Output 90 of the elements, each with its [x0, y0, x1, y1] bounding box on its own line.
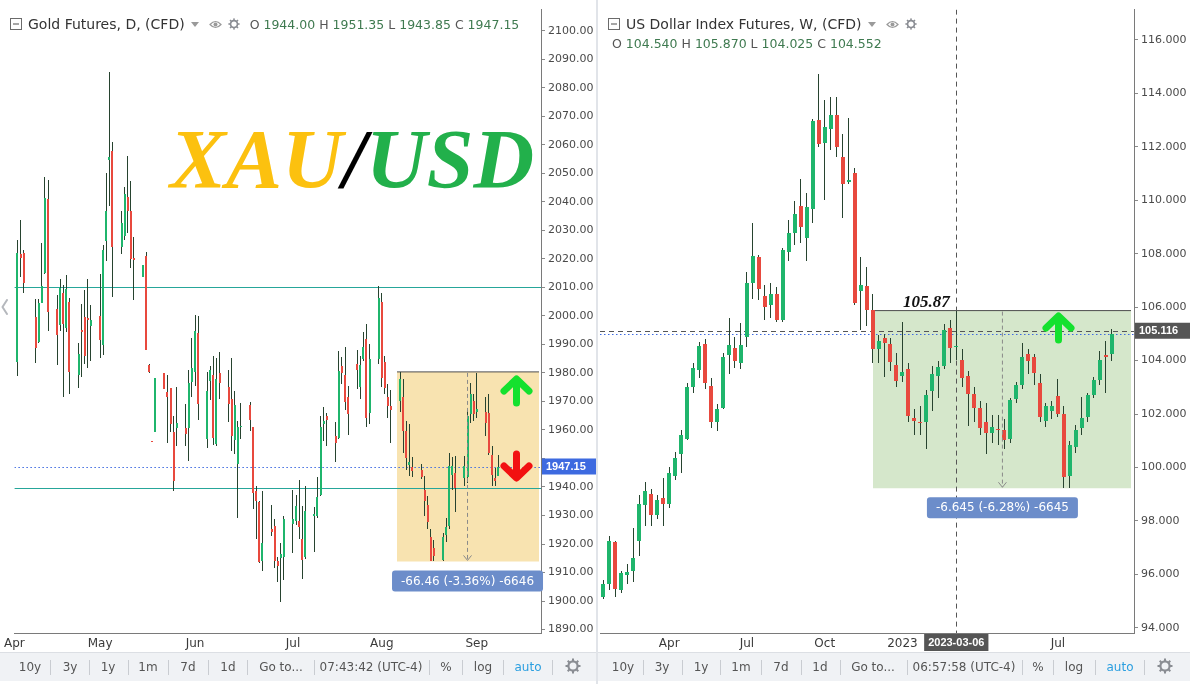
- y-tick-label: 2060.00: [548, 137, 594, 151]
- y-tick-label: 102.000: [1141, 406, 1187, 420]
- text: auto: [1106, 660, 1134, 674]
- y-tick-label: 2100.00: [548, 23, 594, 37]
- y-tick-label: 104.000: [1141, 353, 1187, 367]
- text: 10y: [18, 660, 42, 674]
- ref-line-label: 105.116: [1139, 324, 1179, 337]
- text: 7d: [180, 660, 196, 674]
- y-tick-label: 1920.00: [548, 536, 594, 550]
- y-tick-label: 96.000: [1141, 567, 1180, 581]
- ref-line-label: 1947.15: [546, 460, 586, 473]
- y-tick-label: 2020.00: [548, 251, 594, 265]
- y-tick-label: 112.000: [1141, 139, 1187, 153]
- candlestick: [847, 118, 851, 184]
- y-tick-label: 100.000: [1141, 460, 1187, 474]
- candlestick: [996, 415, 1000, 445]
- text: Go to...: [259, 660, 303, 674]
- x-tick-label: Aug: [370, 636, 394, 651]
- y-tick-label: 2080.00: [548, 80, 594, 94]
- text: 1y: [693, 660, 709, 674]
- y-tick-label: 1940.00: [548, 479, 594, 493]
- candlestick: [954, 311, 958, 360]
- y-tick-label: 94.000: [1141, 620, 1180, 634]
- y-tick-label: 1890.00: [548, 622, 594, 636]
- candlestick: [390, 390, 392, 443]
- y-tick-label: 1900.00: [548, 593, 594, 607]
- annotation: -6.645 (-6.28%) -6645: [935, 500, 1069, 515]
- x-tick-label: Jun: [184, 636, 205, 651]
- text: 07:43:42 (UTC-4): [319, 660, 423, 674]
- text: 1d: [812, 660, 828, 674]
- text: 1m: [138, 660, 158, 674]
- text: 3y: [62, 660, 78, 674]
- text: 3y: [654, 660, 670, 674]
- x-tick-label: 2023: [887, 636, 918, 651]
- y-tick-label: 1970.00: [548, 394, 594, 408]
- y-tick-label: 98.000: [1141, 513, 1180, 527]
- y-tick-label: 1990.00: [548, 337, 594, 351]
- y-tick-label: 108.000: [1141, 246, 1187, 260]
- x-tick-label: Jul: [284, 636, 301, 651]
- x-tick-label: Apr: [658, 636, 680, 651]
- y-tick-label: 2000.00: [548, 308, 594, 322]
- y-tick-label: 1910.00: [548, 565, 594, 579]
- y-tick-label: 2040.00: [548, 194, 594, 208]
- candlestick: [476, 373, 478, 418]
- text: 1d: [220, 660, 236, 674]
- x-tick-label: Apr: [4, 636, 25, 651]
- y-tick-label: 2050.00: [548, 166, 594, 180]
- candlestick: [1104, 341, 1108, 393]
- y-tick-label: 2070.00: [548, 109, 594, 123]
- candlestick: [900, 322, 904, 382]
- ref-line-label: 2023-03-06: [928, 636, 985, 649]
- text: %: [440, 660, 452, 674]
- text: O 104.540 H 105.870 L 104.025 C 104.552: [612, 36, 882, 51]
- text: 7d: [773, 660, 789, 674]
- y-tick-label: 110.000: [1141, 193, 1187, 207]
- candlestick: [408, 424, 410, 476]
- text: log: [473, 660, 493, 674]
- candlestick: [918, 406, 922, 435]
- candlestick: [292, 490, 294, 553]
- y-tick-label: 1980.00: [548, 365, 594, 379]
- text: US Dollar Index Futures, W, (CFD): [626, 16, 862, 32]
- candlestick: [176, 387, 178, 446]
- text: 10y: [611, 660, 635, 674]
- text: Gold Futures, D, (CFD): [28, 16, 185, 32]
- text: 06:57:58 (UTC-4): [912, 660, 1016, 674]
- y-tick-label: 1960.00: [548, 422, 594, 436]
- y-tick-label: 116.000: [1141, 32, 1187, 46]
- x-tick-label: Sep: [465, 636, 489, 651]
- annotation: -66.46 (-3.36%) -6646: [401, 573, 535, 588]
- y-tick-label: 1930.00: [548, 508, 594, 522]
- text: auto: [514, 660, 542, 674]
- y-tick-label: 2090.00: [548, 52, 594, 66]
- y-tick-label: 106.000: [1141, 299, 1187, 313]
- x-tick-label: Jul: [1049, 636, 1066, 651]
- x-tick-label: Jul: [738, 636, 755, 651]
- text: log: [1064, 660, 1084, 674]
- candlestick: [81, 304, 83, 377]
- annotation: 105.87: [903, 291, 952, 311]
- text: 1m: [731, 660, 751, 674]
- candlestick: [859, 257, 863, 330]
- text: %: [1032, 660, 1044, 674]
- x-tick-label: May: [87, 636, 113, 651]
- y-tick-label: 2030.00: [548, 223, 594, 237]
- candlestick: [108, 72, 110, 206]
- y-tick-label: 2010.00: [548, 280, 594, 294]
- text: O 1944.00 H 1951.35 L 1943.85 C 1947.15: [249, 16, 520, 32]
- x-tick-label: Oct: [814, 636, 836, 651]
- y-tick-label: 114.000: [1141, 86, 1187, 100]
- text: Go to...: [851, 660, 895, 674]
- text: 1y: [100, 660, 116, 674]
